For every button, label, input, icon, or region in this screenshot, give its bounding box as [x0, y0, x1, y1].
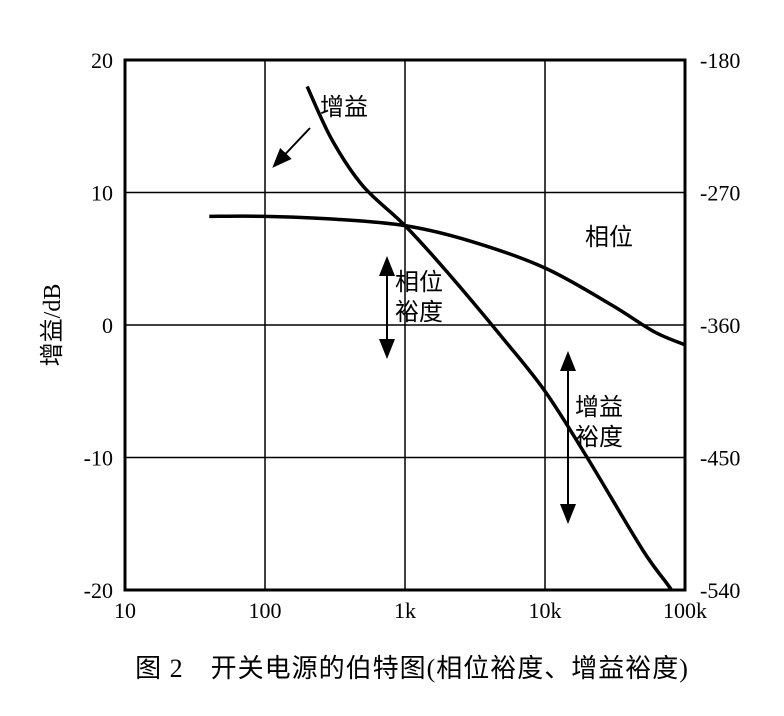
svg-text:-540: -540 — [700, 578, 740, 603]
svg-text:-360: -360 — [700, 313, 740, 338]
bode-plot-figure: 101001k10k100k-20-540-10-4500-36010-2702… — [20, 20, 784, 696]
svg-text:20: 20 — [91, 48, 113, 73]
svg-text:10: 10 — [114, 598, 136, 623]
svg-text:-270: -270 — [700, 181, 740, 206]
phase-margin-label: 相位 — [395, 269, 443, 296]
svg-text:1k: 1k — [394, 598, 416, 623]
gain-label: 增益 — [320, 94, 368, 121]
svg-text:10: 10 — [91, 181, 113, 206]
bode-plot-svg: 101001k10k100k-20-540-10-4500-36010-2702… — [20, 20, 784, 640]
svg-text:-450: -450 — [700, 446, 740, 471]
svg-text:裕度: 裕度 — [395, 299, 443, 326]
svg-text:100: 100 — [249, 598, 282, 623]
gain-curve — [307, 87, 685, 617]
svg-text:10k: 10k — [529, 598, 562, 623]
svg-text:-180: -180 — [700, 48, 740, 73]
svg-text:-20: -20 — [84, 578, 113, 603]
gain-pointer-arrow — [275, 128, 310, 165]
phase-label: 相位 — [585, 224, 633, 251]
svg-text:裕度: 裕度 — [575, 424, 623, 451]
svg-text:0: 0 — [102, 313, 113, 338]
svg-text:-10: -10 — [84, 446, 113, 471]
gain-margin-label: 增益 — [575, 394, 623, 421]
svg-text:增益/dB: 增益/dB — [39, 284, 66, 367]
figure-caption: 图 2 开关电源的伯特图(相位裕度、增益裕度) — [20, 648, 784, 685]
